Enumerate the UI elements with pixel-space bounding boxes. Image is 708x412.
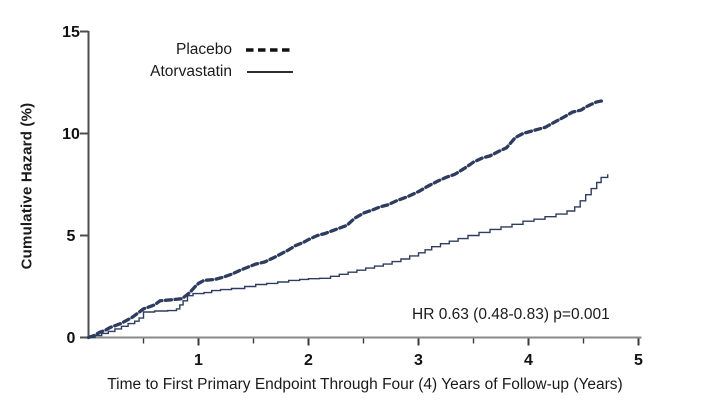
x-tick-label: 1 (194, 352, 203, 369)
legend-label-atorvastatin: Atorvastatin (150, 63, 232, 80)
placebo-curve (86, 99, 604, 340)
legend: Placebo Atorvastatin (118, 41, 295, 81)
hazard-ratio-annotation: HR 0.63 (0.48-0.83) p=0.001 (412, 306, 610, 323)
y-tick-label: 5 (66, 227, 76, 245)
y-axis-title: Cumulative Hazard (%) (18, 102, 36, 270)
y-tick-label: 15 (62, 23, 80, 41)
x-axis-title: Time to First Primary Endpoint Through F… (107, 376, 623, 393)
x-tick-label: 4 (524, 352, 533, 369)
x-tick-label: 2 (304, 352, 313, 369)
atorvastatin-solid-line-icon (245, 68, 295, 76)
placebo-dashed-line-icon (245, 46, 295, 54)
y-tick-label: 0 (66, 329, 76, 347)
x-tick-label: 5 (634, 352, 643, 369)
x-tick-label: 3 (414, 352, 423, 369)
atorvastatin-curve (88, 174, 609, 339)
y-tick-label: 10 (62, 125, 80, 143)
legend-label-placebo: Placebo (175, 41, 232, 58)
